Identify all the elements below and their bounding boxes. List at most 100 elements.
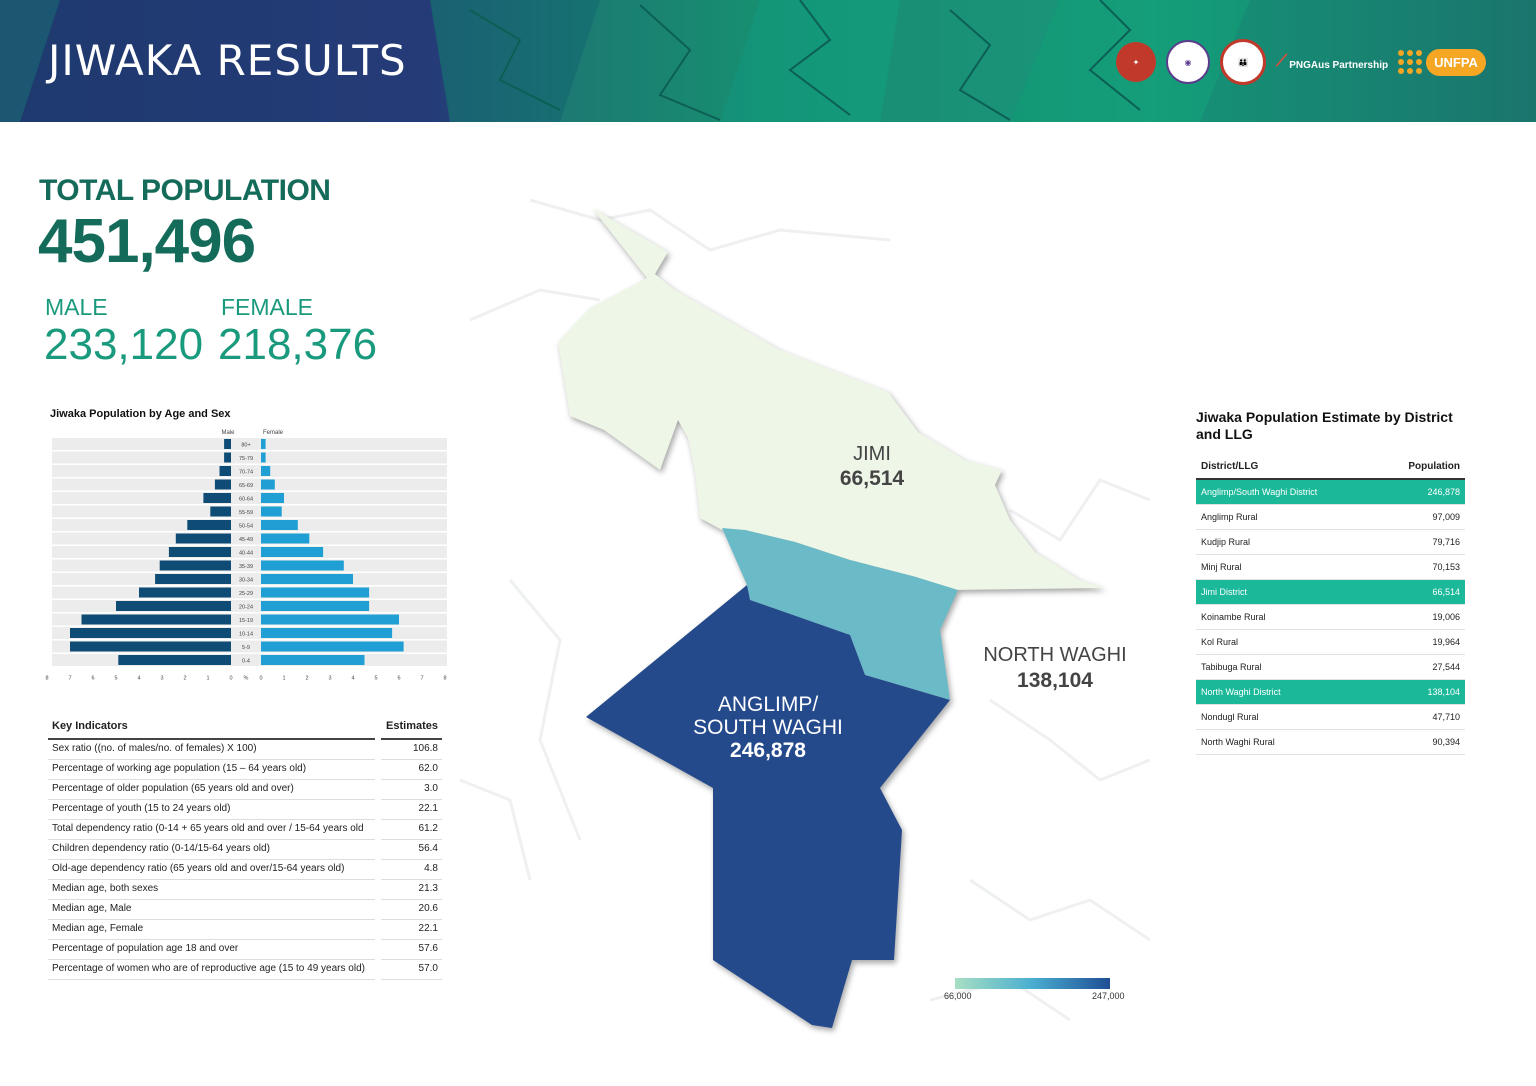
north-waghi-population: 138,104 [1017,669,1093,692]
pyramid-row-bg [52,451,447,464]
male-axis-tick: 0 [229,676,232,682]
jimi-name: JIMI [853,443,891,465]
female-value: 218,376 [218,320,378,369]
male-bar-80+ [224,439,231,449]
total-population-label: TOTAL POPULATION [39,174,331,207]
legend-max: 247,000 [1092,991,1125,1001]
axis-unit-label: % [244,676,249,682]
male-bar-15-19 [81,614,231,625]
female-bar-5-9 [261,641,404,652]
indicator-label: Children dependency ratio (0-14/15-64 ye… [48,839,379,860]
indicator-value: 22.1 [375,799,442,820]
indicator-label: Median age, both sexes [48,879,379,900]
district-llg-name: Minj Rural [1196,554,1377,580]
male-axis-tick: 7 [68,676,71,682]
male-bar-75-79 [224,452,231,463]
district-llg-population: 90,394 [1376,729,1465,755]
pyramid-male-label: Male [221,430,235,436]
indicator-row: Median age, Female 22.1 [48,919,442,940]
district-llg-population: 19,964 [1376,629,1465,655]
pngaus-label: PNGAus Partnership [1289,60,1389,71]
district-llg-population: 47,710 [1376,704,1465,730]
female-axis-tick: 2 [305,676,308,682]
district-row: North Waghi District 138,104 [1196,679,1465,705]
male-bar-40-44 [168,547,231,557]
llg-row: Kol Rural 19,964 [1196,629,1465,655]
jimi-population: 66,514 [840,467,905,490]
age-group-label: 5-9 [242,645,250,651]
female-bar-10-14 [261,628,393,638]
female-bar-55-59 [261,506,282,517]
male-bar-0-4 [118,655,231,665]
district-llg-name: North Waghi Rural [1196,729,1377,755]
male-bar-25-29 [139,587,231,598]
female-bar-75-79 [261,452,266,463]
unfpa-label: UNFPA [1426,48,1486,76]
female-axis-tick: 8 [443,676,446,682]
llg-row: Tabibuga Rural 27,544 [1196,654,1465,680]
district-llg-population: 66,514 [1376,579,1465,605]
female-bar-60-64 [261,493,284,503]
legend-min: 66,000 [944,991,972,1001]
anglimp-name-line1: ANGLIMP/ [718,693,819,716]
male-bar-10-14 [70,628,231,638]
unfpa-dots-icon [1398,50,1423,74]
district-row: Jimi District 66,514 [1196,579,1465,605]
pyramid-row-bg [52,465,447,477]
indicator-value: 62.0 [375,759,442,780]
pyramid-row-bg [52,546,447,558]
male-axis-tick: 3 [160,676,163,682]
age-group-label: 15-19 [239,618,253,624]
region-north-waghi[interactable] [722,528,958,700]
indicator-row: Old-age dependency ratio (65 years old a… [48,859,442,880]
female-bar-15-19 [261,614,399,625]
district-llg-population: 246,878 [1376,479,1465,505]
age-group-label: 60-64 [239,497,253,503]
age-group-label: 80+ [241,443,250,449]
male-bar-50-54 [187,520,231,530]
male-axis-tick: 2 [183,676,186,682]
female-axis-tick: 4 [351,676,354,682]
population-pyramid-chart: Male Female80+75-7970-7465-6960-6455-5950… [45,430,447,682]
female-axis-tick: 3 [328,676,331,682]
indicator-label: Old-age dependency ratio (65 years old a… [48,859,379,880]
total-population-value: 451,496 [38,207,256,276]
male-bar-45-49 [175,533,231,544]
indicator-label: Percentage of women who are of reproduct… [48,959,379,980]
pyramid-row-bg [52,519,447,531]
indicator-value: 3.0 [375,779,442,800]
female-bar-0-4 [261,655,365,665]
region-anglimp-south-waghi[interactable] [586,585,950,1028]
indicator-label: Total dependency ratio (0-14 + 65 years … [48,819,379,840]
llg-row: North Waghi Rural 90,394 [1196,729,1465,755]
indicator-row: Median age, Male 20.6 [48,899,442,920]
indicator-value: 21.3 [375,879,442,900]
partner-logos: ✦ ◉ 👪 ⟋ PNGAus Partnership UNFPA [1116,39,1486,85]
male-axis-tick: 8 [45,676,48,682]
llg-row: Koinambe Rural 19,006 [1196,604,1465,630]
district-llg-name: Anglimp/South Waghi District [1196,479,1377,505]
age-group-label: 25-29 [239,591,253,597]
indicator-value: 22.1 [375,919,442,940]
female-bar-65-69 [261,479,275,490]
female-axis-tick: 0 [259,676,262,682]
anglimp-name-line2: SOUTH WAGHI [693,716,843,739]
male-bar-5-9 [70,641,231,652]
female-axis-tick: 6 [397,676,400,682]
unfpa-logo: UNFPA [1398,48,1486,76]
region-jimi[interactable] [558,208,1105,590]
pyramid-row-bg [52,559,447,572]
female-bar-40-44 [261,547,324,557]
indicator-value: 56.4 [375,839,442,860]
age-group-label: 65-69 [239,483,253,489]
district-llg-population: 70,153 [1376,554,1465,580]
indicator-label: Percentage of working age population (15… [48,759,379,780]
indicator-label: Sex ratio ((no. of males/no. of females)… [48,739,379,760]
male-value: 233,120 [44,320,204,369]
district-llg-population: 19,006 [1376,604,1465,630]
age-group-label: 55-59 [239,510,253,516]
age-group-label: 20-24 [239,605,253,611]
pyramid-row-bg [52,478,447,491]
map-legend-gradient [955,978,1110,989]
indicator-row: Percentage of working age population (15… [48,759,442,780]
